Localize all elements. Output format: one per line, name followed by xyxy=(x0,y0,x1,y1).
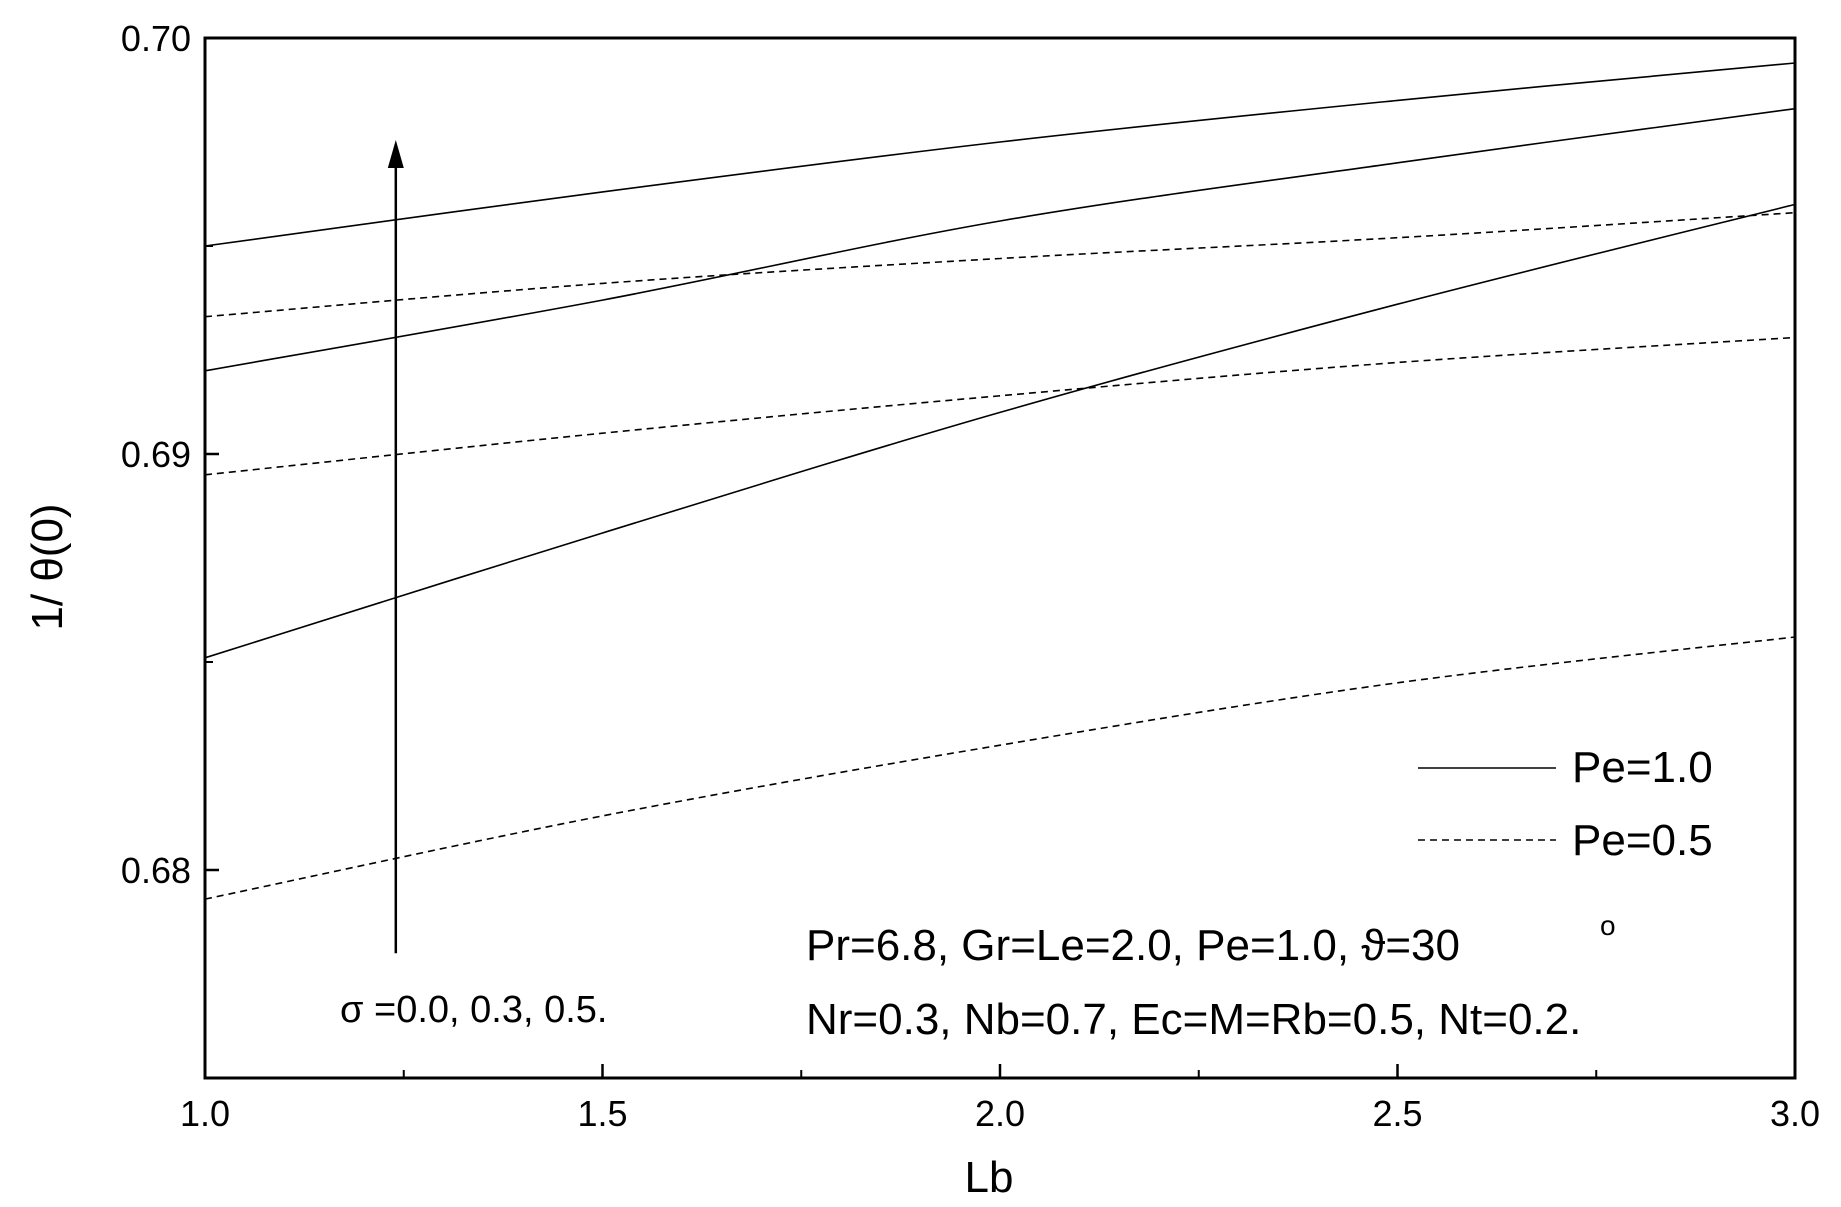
legend-label-pe-1: Pe=1.0 xyxy=(1572,743,1713,792)
x-tick-label-1: 1.5 xyxy=(577,1093,627,1134)
series-line-pe05-sigma-03 xyxy=(204,336,1796,476)
y-axis-label: 1/ θ(0) xyxy=(23,503,72,630)
x-tick-label-3: 2.5 xyxy=(1372,1093,1422,1134)
arrow-label: σ =0.0, 0.3, 0.5. xyxy=(340,989,607,1031)
legend: Pe=1.0 Pe=0.5 xyxy=(1418,743,1713,865)
y-axis: 0.68 0.69 0.70 xyxy=(121,18,219,891)
sigma-arrow: σ =0.0, 0.3, 0.5. xyxy=(340,140,607,1031)
params-line-2: Nr=0.3, Nb=0.7, Ec=M=Rb=0.5, Nt=0.2. xyxy=(806,995,1581,1044)
series-line-pe1-sigma-03 xyxy=(204,107,1796,372)
x-axis-label: Lb xyxy=(965,1153,1014,1202)
series-line-pe05-sigma-05 xyxy=(204,211,1796,318)
series-layer xyxy=(204,62,1796,900)
series-line-pe05-sigma-00 xyxy=(204,636,1796,900)
series-line-pe1-sigma-05 xyxy=(204,62,1796,247)
x-tick-label-0: 1.0 xyxy=(180,1093,230,1134)
x-axis: 1.0 1.5 2.0 2.5 3.0 xyxy=(180,1064,1820,1134)
params-line-1: Pr=6.8, Gr=Le=2.0, Pe=1.0, ϑ=30 xyxy=(806,921,1460,970)
y-tick-label-1: 0.69 xyxy=(121,434,191,475)
arrow-head xyxy=(387,140,404,168)
series-line-pe1-sigma-00 xyxy=(204,203,1796,659)
y-tick-label-0: 0.68 xyxy=(121,850,191,891)
legend-label-pe-05: Pe=0.5 xyxy=(1572,816,1713,865)
params-degree-sup: o xyxy=(1600,910,1616,941)
y-tick-label-2: 0.70 xyxy=(121,18,191,59)
x-tick-label-4: 3.0 xyxy=(1770,1093,1820,1134)
parameter-annotation: Pr=6.8, Gr=Le=2.0, Pe=1.0, ϑ=30 o Nr=0.3… xyxy=(806,910,1616,1044)
x-tick-label-2: 2.0 xyxy=(975,1093,1025,1134)
